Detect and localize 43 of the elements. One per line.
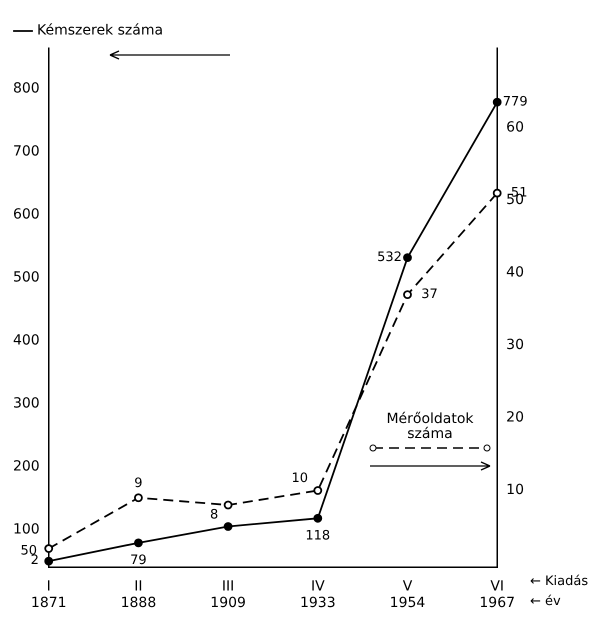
point — [403, 290, 412, 300]
data-label: 79 — [130, 553, 147, 568]
point — [313, 514, 322, 523]
text: ← Kiadás — [530, 574, 588, 589]
point — [313, 486, 322, 495]
data-label: 8 — [210, 507, 218, 522]
data-label: 9 — [134, 476, 143, 492]
x-tick-label: IV 1933 — [300, 578, 336, 612]
y-tick-label: 300 — [12, 395, 40, 412]
point — [492, 188, 502, 198]
x-tick-label: II 1888 — [120, 578, 156, 612]
y2-tick-label: 30 — [506, 337, 524, 354]
data-label: 10 — [292, 470, 308, 486]
point — [134, 493, 143, 502]
y-tick-label: 600 — [12, 206, 40, 222]
x-tick-label: V 1954 — [390, 578, 426, 612]
y2-tick-label: 60 — [506, 119, 524, 136]
y-tick-label: 500 — [12, 269, 40, 286]
x-tick-label: I 1871 — [30, 578, 67, 612]
legend-label: Kémszerek száma — [37, 22, 164, 39]
point — [44, 556, 54, 566]
point — [492, 98, 502, 107]
y2-tick-label: 20 — [506, 410, 524, 426]
data-label: 37 — [421, 287, 438, 302]
y-tick-label: 200 — [12, 458, 40, 474]
x-tick-label: III 1909 — [210, 578, 246, 612]
y2-tick-label: 40 — [506, 264, 524, 281]
y-tick-label: 700 — [12, 144, 40, 160]
y-tick-label: 800 — [12, 80, 40, 97]
data-label: 779 — [502, 94, 528, 110]
text: Mérőoldatok száma — [385, 411, 475, 442]
data-label: 532 — [377, 250, 402, 266]
data-label: 118 — [305, 528, 330, 544]
text: ← év — [530, 594, 561, 609]
y-tick-label: 400 — [12, 332, 40, 348]
x-tick-label: VI 1967 — [479, 578, 516, 612]
point — [224, 522, 233, 531]
point — [224, 500, 233, 510]
y2-tick-label: 10 — [506, 482, 524, 498]
point — [403, 253, 412, 262]
y-tick-label: 100 — [12, 521, 40, 538]
point — [134, 538, 143, 548]
point — [44, 544, 54, 553]
